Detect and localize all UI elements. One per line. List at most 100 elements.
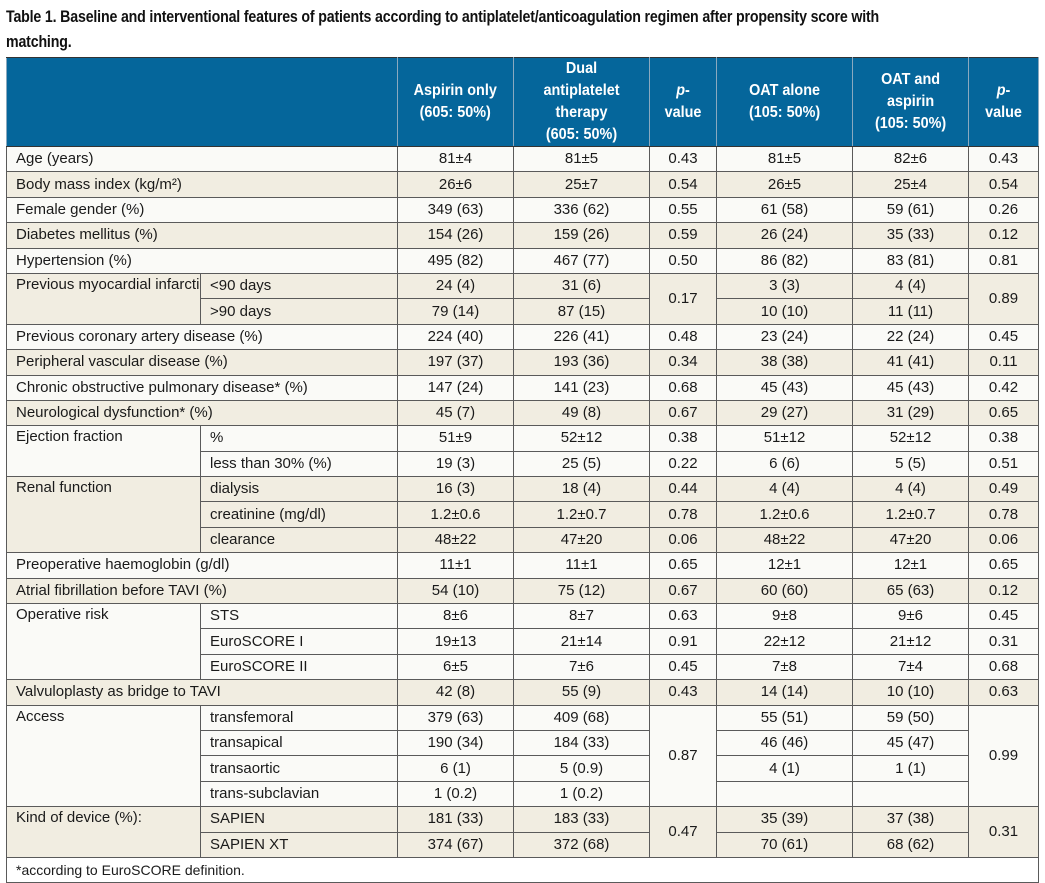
table-row-risk-euroscore-1: EuroSCORE I 19±13 21±14 0.91 22±12 21±12… [7, 628, 1039, 655]
cell: 31 (6) [513, 272, 650, 300]
row-sublabel: transapical [200, 729, 398, 757]
cell: 0.42 [968, 374, 1039, 401]
header-oat-and-aspirin: OAT and aspirin (105: 50%) [852, 57, 969, 147]
cell: 29 (27) [716, 399, 853, 427]
cell: 1.2±0.6 [397, 501, 514, 528]
cell: 25 (5) [513, 450, 650, 478]
cell: 0.38 [968, 425, 1039, 452]
cell: 54 (10) [397, 577, 514, 605]
table-row-diabetes: Diabetes mellitus (%) 154 (26) 159 (26) … [6, 222, 1039, 249]
row-label: Age (years) [6, 145, 398, 173]
cell: 55 (9) [513, 679, 650, 706]
row-group-label: Access [6, 704, 201, 808]
cell: 0.54 [649, 171, 717, 198]
cell: 0.67 [649, 399, 717, 427]
table-row-risk-euroscore-2: EuroSCORE II 6±5 7±6 0.45 7±8 7±4 0.68 [7, 653, 1039, 681]
cell: 75 (12) [513, 577, 650, 605]
cell: 4 (1) [716, 755, 853, 782]
cell: 1 (0.2) [397, 780, 514, 808]
cell: 0.51 [968, 450, 1039, 478]
caption-line-2: matching. [6, 33, 72, 51]
cell: 4 (4) [852, 476, 969, 503]
cell: 379 (63) [397, 704, 514, 731]
cell: 35 (39) [716, 806, 853, 833]
cell: 181 (33) [397, 806, 514, 833]
cell [852, 780, 969, 808]
cell: 0.43 [649, 679, 717, 706]
row-sublabel: % [200, 425, 398, 452]
cell: 48±22 [716, 526, 853, 554]
row-sublabel: clearance [200, 526, 398, 554]
table-footnote-row: *according to EuroSCORE definition. [6, 856, 1039, 883]
cell: 374 (67) [397, 831, 514, 858]
cell: 70 (61) [716, 831, 853, 858]
cell: 82±6 [852, 145, 969, 173]
cell: 226 (41) [513, 323, 650, 351]
row-sublabel: transfemoral [200, 704, 398, 731]
cell: 10 (10) [852, 679, 969, 706]
cell: 19 (3) [397, 450, 514, 478]
cell: 0.55 [649, 196, 717, 224]
cell: 0.63 [649, 603, 717, 630]
cell: 0.45 [968, 603, 1039, 630]
row-group-label: Ejection fraction [6, 425, 201, 478]
cell: 1 (0.2) [513, 780, 650, 808]
cell: 0.59 [649, 222, 717, 249]
cell: 45 (43) [852, 374, 969, 401]
cell: 0.34 [649, 349, 717, 376]
cell: 0.45 [968, 323, 1039, 351]
cell: 154 (26) [397, 222, 514, 249]
cell: 0.68 [649, 374, 717, 401]
cell: 0.91 [649, 628, 717, 655]
row-group-label: Renal function [6, 476, 201, 554]
table-row-access-transaortic: transaortic 6 (1) 5 (0.9) 4 (1) 1 (1) [7, 755, 1039, 782]
row-label: Peripheral vascular disease (%) [6, 349, 398, 376]
row-group-label: Operative risk [6, 603, 201, 681]
row-label: Chronic obstructive pulmonary disease* (… [6, 374, 398, 401]
table-row-renal-creatinine: creatinine (mg/dl) 1.2±0.6 1.2±0.7 0.78 … [7, 501, 1039, 528]
cell: 0.12 [968, 222, 1039, 249]
table-row-hypertension: Hypertension (%) 495 (82) 467 (77) 0.50 … [6, 247, 1039, 274]
cell: 24 (4) [397, 272, 514, 300]
cell: 16 (3) [397, 476, 514, 503]
header-blank [6, 57, 398, 147]
table-row-ef-percent: Ejection fraction % 51±9 52±12 0.38 51±1… [6, 425, 1039, 478]
cell: 26 (24) [716, 222, 853, 249]
cell: 45 (7) [397, 399, 514, 427]
cell: 1.2±0.7 [513, 501, 650, 528]
cell: 5 (0.9) [513, 755, 650, 782]
cell: 12±1 [716, 552, 853, 579]
cell: 141 (23) [513, 374, 650, 401]
row-sublabel: dialysis [200, 476, 398, 503]
cell: 467 (77) [513, 247, 650, 274]
row-sublabel: EuroSCORE II [200, 653, 398, 681]
cell: 51±12 [716, 425, 853, 452]
row-sublabel: SAPIEN [200, 806, 398, 833]
header-aspirin-only: Aspirin only (605: 50%) [397, 57, 514, 147]
cell: 0.50 [649, 247, 717, 274]
cell: 81±5 [513, 145, 650, 173]
cell: 59 (50) [852, 704, 969, 731]
cell: 51±9 [397, 425, 514, 452]
cell: 22±12 [716, 628, 853, 655]
row-label: Atrial fibrillation before TAVI (%) [6, 577, 398, 605]
cell: 1.2±0.7 [852, 501, 969, 528]
cell: 190 (34) [397, 729, 514, 757]
cell: 11±1 [513, 552, 650, 579]
cell: 65 (63) [852, 577, 969, 605]
cell: 45 (43) [716, 374, 853, 401]
row-label: Preoperative haemoglobin (g/dl) [6, 552, 398, 579]
cell: 0.44 [649, 476, 717, 503]
cell: 372 (68) [513, 831, 650, 858]
header-oat-alone: OAT alone (105: 50%) [716, 57, 853, 147]
cell-p-value: 0.17 [649, 272, 717, 325]
table-row-device-sapien-xt: SAPIEN XT 374 (67) 372 (68) 70 (61) 68 (… [7, 831, 1039, 858]
cell: 0.22 [649, 450, 717, 478]
row-sublabel: transaortic [200, 755, 398, 782]
cell: 5 (5) [852, 450, 969, 478]
row-sublabel: >90 days [200, 298, 398, 325]
table-row-cad: Previous coronary artery disease (%) 224… [6, 323, 1039, 351]
cell: 0.65 [968, 399, 1039, 427]
cell: 55 (51) [716, 704, 853, 731]
cell: 8±7 [513, 603, 650, 630]
